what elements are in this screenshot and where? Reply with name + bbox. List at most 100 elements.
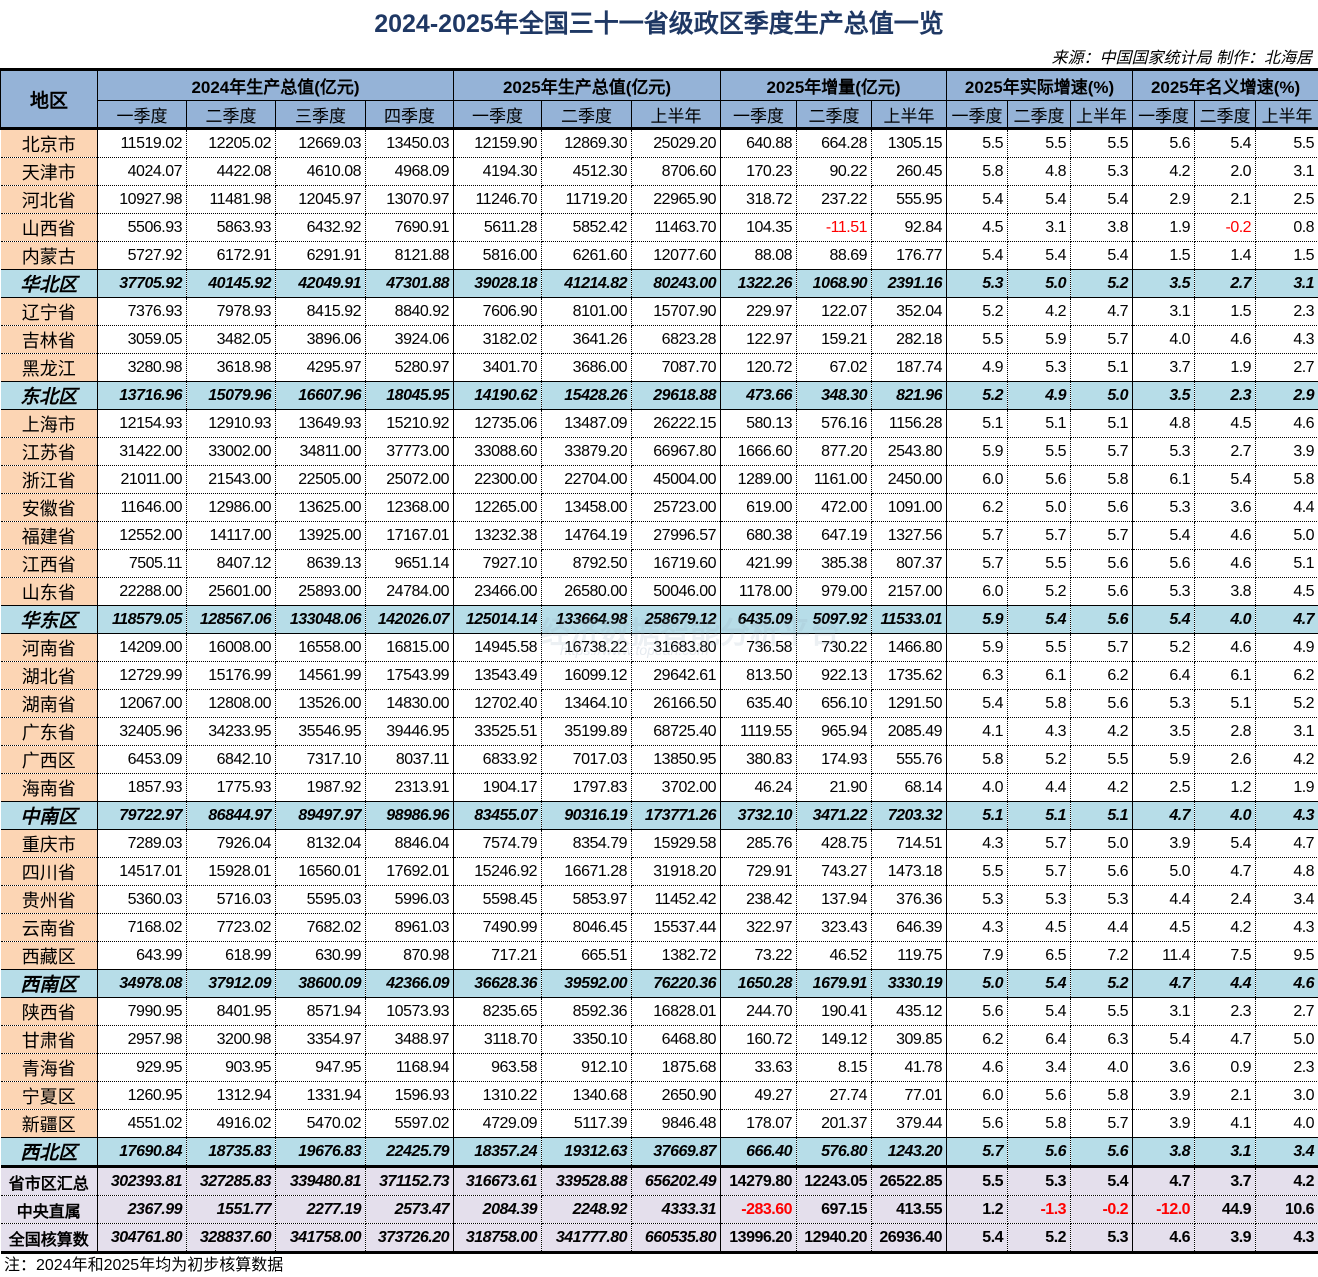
value-cell: 5.4 — [1007, 185, 1072, 214]
value-cell: 472.00 — [796, 493, 873, 522]
group-header: 2025年增量(亿元) — [720, 68, 948, 101]
value-cell: 3.5 — [1132, 717, 1196, 746]
value-cell: 7927.10 — [453, 549, 543, 578]
value-cell: 5727.92 — [97, 241, 187, 270]
value-cell: 14830.00 — [364, 689, 455, 718]
value-cell: 13070.97 — [364, 185, 455, 214]
value-cell: 6.2 — [946, 493, 1009, 522]
value-cell: 630.99 — [275, 941, 366, 970]
province-row: 福建省 12552.00 14117.00 13925.00 17167.01 13232… — [0, 521, 1318, 550]
value-cell: 11533.01 — [871, 605, 948, 634]
gdp-table: 地区 2024年生产总值(亿元) 2025年生产总值(亿元) 2025年增量(亿元) 2… — [0, 68, 1318, 1254]
value-cell: 1305.15 — [871, 128, 948, 158]
value-cell: 4.7 — [1194, 857, 1257, 886]
value-cell: 6.0 — [946, 1081, 1009, 1110]
value-cell: 4295.97 — [275, 353, 366, 382]
value-cell: 5.7 — [946, 549, 1009, 578]
value-cell: 877.20 — [796, 437, 873, 466]
value-cell: 2391.16 — [871, 269, 948, 298]
region-column-header: 地区 — [0, 68, 98, 130]
value-cell: 1466.80 — [871, 633, 948, 662]
value-cell: 76220.36 — [631, 969, 722, 998]
value-cell: 376.36 — [871, 885, 948, 914]
value-cell: 35546.95 — [275, 717, 366, 746]
value-cell: 173771.26 — [631, 801, 722, 830]
value-cell: 5.2 — [1070, 969, 1134, 998]
province-row: 宁夏区 1260.95 1312.94 1331.94 1596.93 1310.22 13… — [0, 1081, 1318, 1110]
value-cell: 4.2 — [1255, 745, 1318, 774]
value-cell: 1340.68 — [541, 1081, 633, 1110]
row-name: 东北区 — [0, 381, 98, 410]
value-cell: 352.04 — [871, 297, 948, 326]
value-cell: 3182.02 — [453, 325, 543, 354]
value-cell: 10573.93 — [364, 997, 455, 1026]
value-cell: 4.4 — [1255, 493, 1318, 522]
value-cell: 903.95 — [186, 1053, 276, 1082]
sub-column-header: 二季度 — [1194, 100, 1257, 130]
value-cell: 50046.00 — [631, 577, 722, 606]
value-cell: 5.4 — [1070, 1165, 1134, 1196]
value-cell: 2450.00 — [871, 465, 948, 494]
value-cell: 4.2 — [1255, 1165, 1318, 1196]
value-cell: 3618.98 — [186, 353, 276, 382]
value-cell: 371152.73 — [364, 1165, 455, 1196]
value-cell: 2.9 — [1255, 381, 1318, 410]
value-cell: 5.3 — [1070, 885, 1134, 914]
value-cell: 2157.00 — [871, 577, 948, 606]
value-cell: 8407.12 — [186, 549, 276, 578]
value-cell: 13625.00 — [275, 493, 366, 522]
value-cell: 128567.06 — [186, 605, 276, 634]
value-cell: 5.4 — [1007, 997, 1072, 1026]
value-cell: 7990.95 — [97, 997, 187, 1026]
value-cell: 5.3 — [946, 269, 1009, 298]
value-cell: 5.4 — [946, 241, 1009, 270]
value-cell: 3401.70 — [453, 353, 543, 382]
value-cell: 4.3 — [1255, 913, 1318, 942]
value-cell: 5.6 — [1070, 689, 1134, 718]
value-cell: 88.08 — [720, 241, 798, 270]
value-cell: 4.7 — [1255, 605, 1318, 634]
value-cell: 2.9 — [1132, 185, 1196, 214]
value-cell: 46.52 — [796, 941, 873, 970]
value-cell: 428.75 — [796, 829, 873, 858]
value-cell: 5.7 — [1007, 829, 1072, 858]
value-cell: 2.5 — [1255, 185, 1318, 214]
value-cell: 4.3 — [946, 829, 1009, 858]
value-cell: 4.7 — [1255, 829, 1318, 858]
value-cell: 5.7 — [1007, 521, 1072, 550]
value-cell: 6.5 — [1007, 941, 1072, 970]
value-cell: 6.4 — [1007, 1025, 1072, 1054]
value-cell: 187.74 — [871, 353, 948, 382]
value-cell: 1.2 — [946, 1195, 1009, 1224]
region-subtotal-row: 西南区 34978.08 37912.09 38600.09 42366.09 36628… — [0, 969, 1318, 998]
value-cell: 1291.50 — [871, 689, 948, 718]
value-cell: 22704.00 — [541, 465, 633, 494]
row-name: 陕西省 — [0, 997, 98, 1026]
value-cell: 37705.92 — [97, 269, 187, 298]
value-cell: 149.12 — [796, 1025, 873, 1054]
province-row: 山东省 22288.00 25601.00 25893.00 24784.00 23466… — [0, 577, 1318, 606]
value-cell: 5.9 — [946, 605, 1009, 634]
value-cell: 178.07 — [720, 1109, 798, 1138]
value-cell: 67.02 — [796, 353, 873, 382]
value-cell: 22425.79 — [364, 1137, 455, 1167]
value-cell: 4.7 — [1070, 297, 1134, 326]
value-cell: 318758.00 — [453, 1223, 543, 1254]
row-name: 辽宁省 — [0, 297, 98, 326]
region-subtotal-row: 东北区 13716.96 15079.96 16607.96 18045.95 14190… — [0, 381, 1318, 410]
value-cell: 5.8 — [1007, 1109, 1072, 1138]
row-name: 广东省 — [0, 717, 98, 746]
value-cell: 730.22 — [796, 633, 873, 662]
value-cell: 2085.49 — [871, 717, 948, 746]
value-cell: 1666.60 — [720, 437, 798, 466]
row-name: 华北区 — [0, 269, 98, 298]
value-cell: 717.21 — [453, 941, 543, 970]
value-cell: 77.01 — [871, 1081, 948, 1110]
value-cell: 12154.93 — [97, 409, 187, 438]
value-cell: 3.8 — [1070, 213, 1134, 242]
value-cell: 379.44 — [871, 1109, 948, 1138]
value-cell: 12702.40 — [453, 689, 543, 718]
province-row: 内蒙古 5727.92 6172.91 6291.91 8121.88 5816.00 62… — [0, 241, 1318, 270]
value-cell: 32405.96 — [97, 717, 187, 746]
value-cell: 4.0 — [1194, 801, 1257, 830]
